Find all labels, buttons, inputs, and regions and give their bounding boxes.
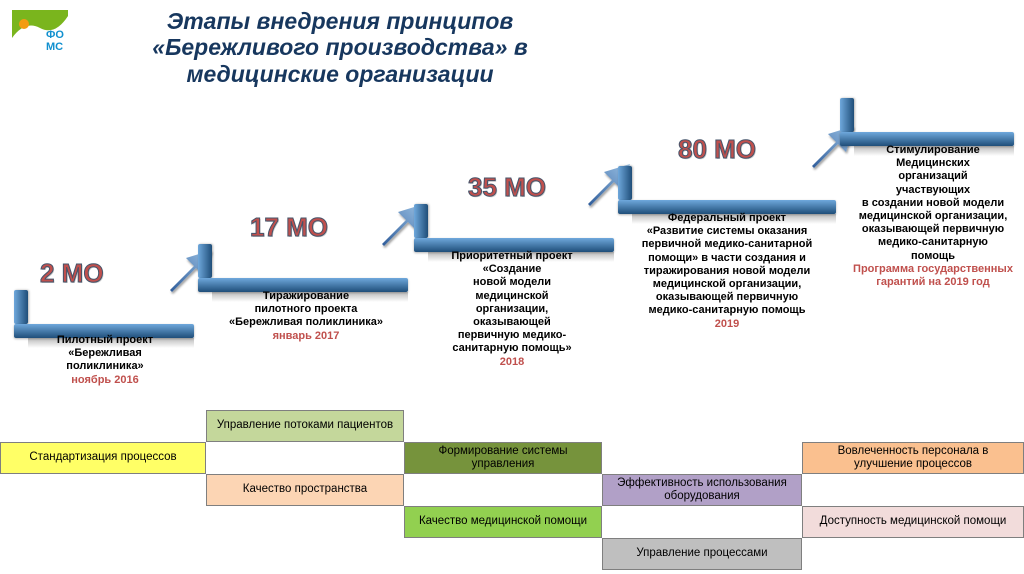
- logo: ФО МС: [10, 8, 70, 58]
- page-title: Этапы внедрения принципов «Бережливого п…: [90, 8, 590, 87]
- table-cell-5: Эффективность использования оборудования: [602, 474, 802, 506]
- stage-desc-2: Приоритетный проект«Созданиеновой модели…: [432, 250, 592, 369]
- table-cell-4: Качество медицинской помощи: [404, 506, 602, 538]
- stage-count-2: 35 MO: [468, 174, 546, 200]
- table-cell-0: Стандартизация процессов: [0, 442, 206, 474]
- stage-count-1: 17 MO: [250, 214, 328, 240]
- stage-desc-1: Тиражированиепилотного проекта«Бережлива…: [226, 290, 386, 343]
- table-cell-2: Качество пространства: [206, 474, 404, 506]
- svg-text:ФО: ФО: [46, 29, 64, 41]
- stage-desc-4: СтимулированиеМедицинскихорганизацийучас…: [848, 144, 1018, 289]
- svg-text:МС: МС: [46, 41, 63, 53]
- table-cell-1: Управление потоками пациентов: [206, 410, 404, 442]
- table-cell-3: Формирование системы управления: [404, 442, 602, 474]
- table-cell-6: Управление процессами: [602, 538, 802, 570]
- stage-count-0: 2 MO: [40, 260, 104, 286]
- table-cell-7: Вовлеченность персонала в улучшение проц…: [802, 442, 1024, 474]
- stage-desc-3: Федеральный проект«Развитие системы оказ…: [638, 212, 816, 331]
- stage-desc-0: Пилотный проект«Бережливая поликлиника»н…: [30, 334, 180, 387]
- stage-count-3: 80 MO: [678, 136, 756, 162]
- table-cell-8: Доступность медицинской помощи: [802, 506, 1024, 538]
